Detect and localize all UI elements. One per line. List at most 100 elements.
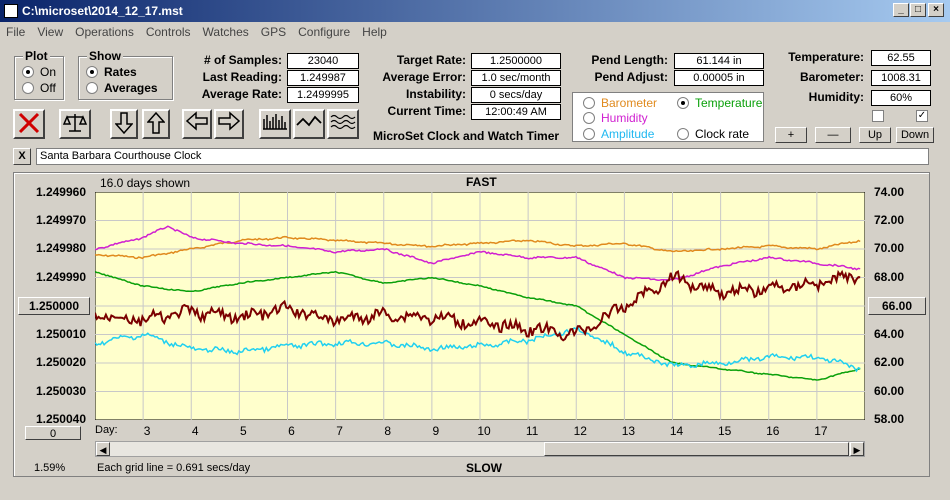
menu-configure[interactable]: Configure xyxy=(298,25,351,39)
percent-label: 1.59% xyxy=(34,462,66,474)
menu-watches[interactable]: Watches xyxy=(202,25,249,39)
close-icon[interactable]: × xyxy=(928,3,944,17)
sensor-amplitude-radio[interactable]: Amplitude xyxy=(583,127,654,141)
zero-button[interactable]: 0 xyxy=(25,426,81,440)
scroll-left-icon[interactable]: ◀ xyxy=(96,442,110,456)
show-group: Show Rates Averages xyxy=(78,49,173,100)
menu-help[interactable]: Help xyxy=(362,25,387,39)
radio-off-icon xyxy=(583,128,595,140)
center-rate-button[interactable]: 1.250000 xyxy=(18,297,90,315)
app-caption: MicroSet Clock and Watch Timer xyxy=(373,129,560,143)
smooth-button[interactable] xyxy=(293,109,325,139)
up-arrow-button[interactable] xyxy=(142,109,170,139)
wave-icon xyxy=(296,115,322,127)
show-group-title: Show xyxy=(87,49,123,63)
radio-off-icon xyxy=(677,128,689,140)
average-rate-field: 1.2499995 xyxy=(287,87,359,103)
right-tick-label: 60.00 xyxy=(874,384,905,398)
pend-length-field[interactable]: 61.144 in xyxy=(674,53,764,69)
right-tick-label: 62.00 xyxy=(874,355,905,369)
down-button[interactable]: Down xyxy=(896,127,934,143)
radio-off-icon xyxy=(583,97,595,109)
pend-adjust-label: Pend Adjust: xyxy=(594,70,668,84)
sensor-temperature-radio[interactable]: Temperature xyxy=(677,96,762,110)
x-tick-label: 7 xyxy=(336,424,343,438)
x-tick-label: 4 xyxy=(191,424,199,438)
minus-button[interactable]: — xyxy=(815,127,851,143)
menu-gps[interactable]: GPS xyxy=(260,25,287,39)
scale-icon xyxy=(62,114,88,132)
current-time-field: 12:00:49 AM xyxy=(471,104,561,120)
barometer-field: 1008.31 xyxy=(871,70,931,86)
arrow-up-icon xyxy=(147,111,165,134)
sensor-humidity-radio[interactable]: Humidity xyxy=(583,111,648,125)
right-checkbox[interactable]: ✓ xyxy=(916,110,928,122)
red-x-icon xyxy=(18,112,40,134)
right-tick-label: 74.00 xyxy=(874,185,905,199)
sensor-barometer-radio[interactable]: Barometer xyxy=(583,96,657,110)
window-title: C:\microset\2014_12_17.mst xyxy=(22,4,183,18)
noise-button[interactable] xyxy=(327,109,359,139)
x-tick-label: 17 xyxy=(814,424,828,438)
samples-label: # of Samples: xyxy=(203,53,282,67)
day-axis-label: Day: xyxy=(95,424,118,436)
plus-button[interactable]: + xyxy=(775,127,807,143)
menu-view[interactable]: View xyxy=(37,25,64,39)
left-tick-label: 1.249980 xyxy=(35,241,86,255)
temperature-label: Temperature: xyxy=(788,50,864,64)
plot-off-radio[interactable]: Off xyxy=(22,81,56,95)
plot-area xyxy=(95,192,865,420)
histogram-icon xyxy=(263,114,287,130)
right-center-button[interactable]: 66.00 xyxy=(868,297,926,315)
menu-operations[interactable]: Operations xyxy=(75,25,134,39)
right-tick-label: 58.00 xyxy=(874,412,905,426)
arrow-left-icon xyxy=(185,111,208,131)
histogram-button[interactable] xyxy=(259,109,291,139)
menu-controls[interactable]: Controls xyxy=(145,25,191,39)
series-line-amplitude xyxy=(95,325,861,373)
show-rates-label: Rates xyxy=(104,65,137,79)
close-clock-button[interactable]: X xyxy=(13,148,31,165)
left-arrow-button[interactable] xyxy=(182,109,212,139)
plot-on-radio[interactable]: On xyxy=(22,65,56,79)
balance-button[interactable] xyxy=(59,109,91,139)
scroll-thumb[interactable] xyxy=(544,442,849,456)
maximize-icon[interactable]: □ xyxy=(910,3,926,17)
stop-button[interactable] xyxy=(13,109,45,139)
title-bar: C:\microset\2014_12_17.mst xyxy=(0,0,950,22)
series-line-rate xyxy=(95,269,861,342)
right-tick-label: 72.00 xyxy=(874,213,905,227)
x-tick-label: 16 xyxy=(766,424,780,438)
horizontal-scrollbar[interactable]: ◀ ▶ xyxy=(95,441,865,457)
x-tick-label: 11 xyxy=(525,424,539,438)
clock-name-field[interactable]: Santa Barbara Courthouse Clock xyxy=(36,148,929,165)
show-averages-radio[interactable]: Averages xyxy=(86,81,158,95)
plot-off-label: Off xyxy=(40,81,56,95)
menu-file[interactable]: File xyxy=(6,25,26,39)
arrow-right-icon xyxy=(218,111,241,131)
average-error-label: Average Error: xyxy=(382,70,466,84)
sensor-select-box: Barometer Temperature Humidity Amplitude… xyxy=(572,92,764,142)
plot-on-label: On xyxy=(40,65,57,79)
last-reading-field: 1.249987 xyxy=(287,70,359,86)
left-checkbox[interactable] xyxy=(872,110,884,122)
up-button[interactable]: Up xyxy=(859,127,891,143)
minimize-icon[interactable]: _ xyxy=(893,3,909,17)
down-arrow-button[interactable] xyxy=(110,109,138,139)
radio-on-icon xyxy=(86,66,98,78)
right-tick-label: 64.00 xyxy=(874,327,905,341)
plot-group-title: Plot xyxy=(23,49,50,63)
pend-adjust-field[interactable]: 0.00005 in xyxy=(674,70,764,86)
slow-label: SLOW xyxy=(466,461,502,475)
x-tick-label: 8 xyxy=(384,424,392,438)
right-arrow-button[interactable] xyxy=(214,109,244,139)
scroll-right-icon[interactable]: ▶ xyxy=(850,442,864,456)
noise-icon xyxy=(330,114,356,130)
radio-on-icon xyxy=(677,97,689,109)
left-tick-label: 1.250040 xyxy=(35,412,86,426)
show-rates-radio[interactable]: Rates xyxy=(86,65,137,79)
x-tick-label: 9 xyxy=(432,424,440,438)
sensor-clock-rate-radio[interactable]: Clock rate xyxy=(677,127,749,141)
fast-label: FAST xyxy=(466,175,497,189)
target-rate-field[interactable]: 1.2500000 xyxy=(471,53,561,69)
